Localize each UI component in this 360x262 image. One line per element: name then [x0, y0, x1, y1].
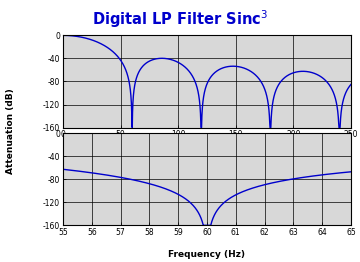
Text: Frequency (Hz): Frequency (Hz) [168, 250, 246, 259]
Text: Digital LP Filter Sinc$^3$: Digital LP Filter Sinc$^3$ [92, 8, 268, 30]
Text: Attenuation (dB): Attenuation (dB) [6, 88, 15, 174]
